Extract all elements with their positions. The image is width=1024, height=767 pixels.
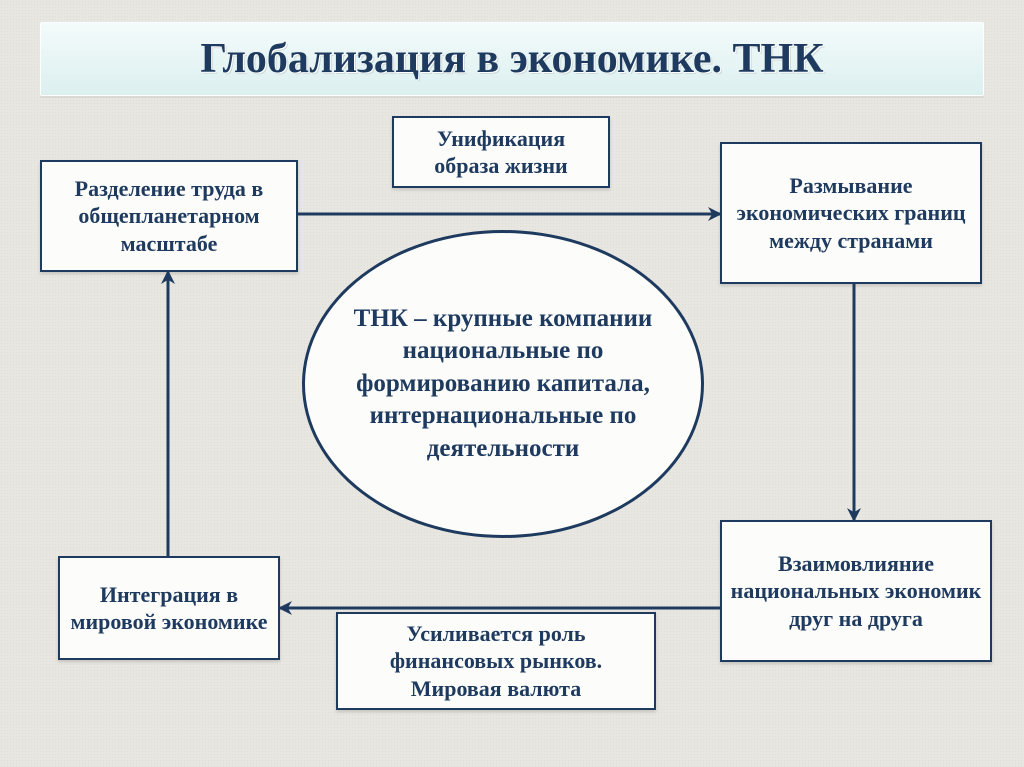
page-title: Глобализация в экономике. ТНК (40, 22, 984, 96)
node-mutual-influence: Взаимовлияние национальных экономик друг… (720, 520, 992, 662)
node-labor-division: Разделение труда в общепланетарном масшт… (40, 160, 298, 272)
title-text: Глобализация в экономике. ТНК (200, 35, 823, 83)
node-border-erosion: Размывание экономических границ между ст… (720, 142, 982, 284)
node-unification: Унификация образа жизни (392, 116, 610, 188)
node-financial-markets: Усиливается роль финансовых рынков. Миро… (336, 612, 656, 710)
node-integration: Интеграция в мировой экономике (58, 556, 280, 660)
node-center-tnc: ТНК – крупные компании национальные по ф… (302, 230, 704, 538)
